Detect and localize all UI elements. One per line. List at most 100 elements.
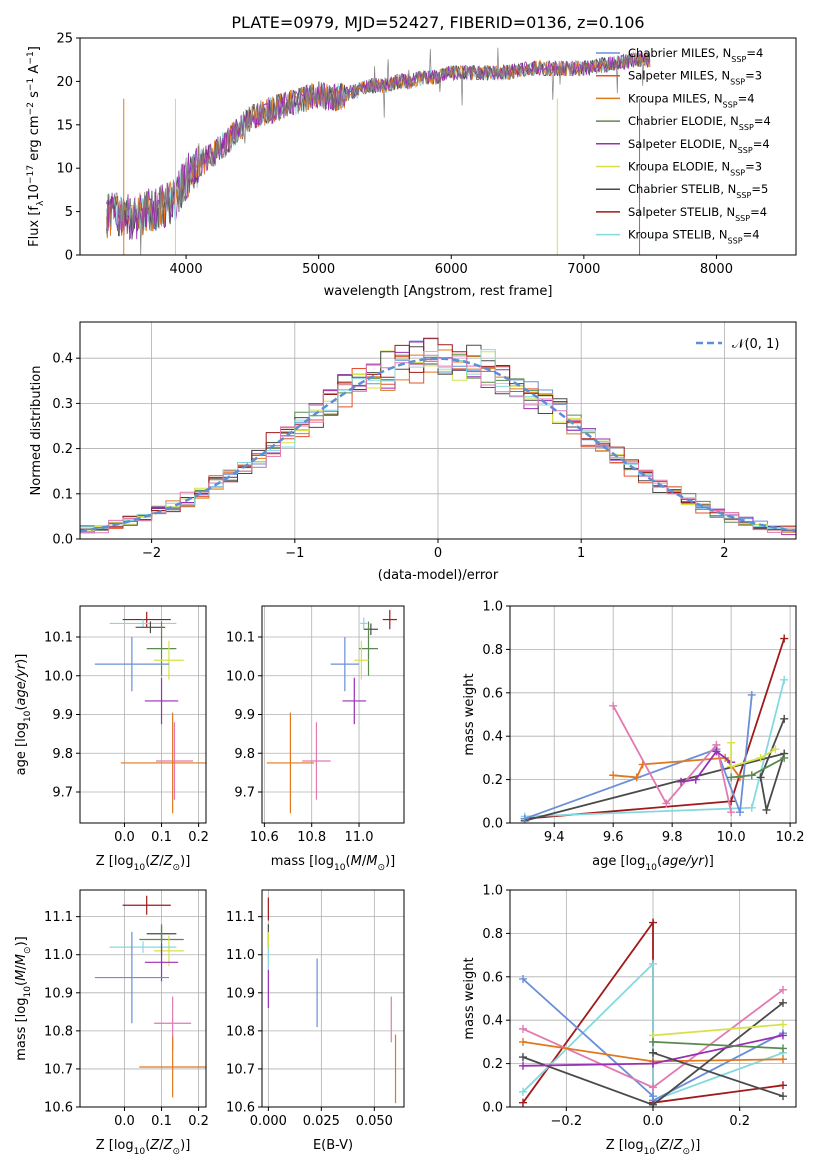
- x-tick-label: 0: [434, 546, 442, 561]
- weight-marker: [649, 1037, 657, 1046]
- x-tick-label: 1: [577, 546, 585, 561]
- x-tick-label: 9.4: [544, 830, 565, 845]
- errorbar-point: [330, 637, 360, 692]
- plot-area: [520, 634, 789, 823]
- weight-marker: [780, 634, 789, 643]
- errorbar-point: [354, 640, 369, 680]
- y-tick-label: 15: [56, 118, 73, 133]
- y-tick-label: 0.8: [482, 643, 503, 658]
- weight-marker: [762, 805, 771, 814]
- errorbar-point: [139, 1036, 206, 1098]
- weight-marker: [519, 1098, 527, 1107]
- weight-marker: [519, 974, 527, 983]
- x-tick-label: 11.0: [345, 830, 374, 845]
- errorbar-point: [363, 623, 378, 636]
- spectrum-line: [106, 47, 651, 255]
- x-tick-label: 0.000: [250, 1114, 287, 1129]
- weight-marker: [779, 1055, 787, 1064]
- x-axis-label: Z [log10(Z/Z⊙)]: [96, 1138, 191, 1157]
- y-tick-label: 10: [56, 162, 73, 177]
- weight-marker: [756, 753, 765, 762]
- legend-entry: Kroupa ELODIE, NSSP=3: [628, 160, 762, 178]
- x-tick-label: 0.2: [188, 830, 209, 845]
- y-axis-label: mass weight: [462, 673, 477, 755]
- weight-marker: [519, 1061, 527, 1070]
- weight-marker: [691, 775, 700, 784]
- x-tick-label: −1: [285, 546, 304, 561]
- legend-entry: Kroupa MILES, NSSP=4: [628, 91, 755, 109]
- x-tick-label: 4000: [170, 262, 203, 277]
- y-tick-label: 10.0: [44, 669, 73, 684]
- weight-marker: [747, 803, 756, 812]
- weight-marker: [779, 1020, 787, 1029]
- x-tick-label: 2: [720, 546, 728, 561]
- plot-area: [94, 895, 206, 1098]
- x-tick-label: −0.2: [551, 1114, 583, 1129]
- y-tick-label: 11.0: [226, 948, 255, 963]
- weight-marker: [779, 985, 787, 994]
- axes-frame: [79, 37, 797, 256]
- y-tick-label: 9.7: [234, 786, 255, 801]
- y-tick-label: 10.1: [44, 631, 73, 646]
- y-tick-label: 0.0: [482, 1101, 503, 1116]
- grid: [262, 606, 404, 823]
- weight-marker: [677, 777, 686, 786]
- weight-marker: [649, 1059, 657, 1068]
- y-tick-label: 5: [65, 205, 73, 220]
- weight-marker: [649, 1083, 657, 1092]
- errorbar-point: [109, 619, 177, 628]
- x-tick-label: 6000: [435, 262, 468, 277]
- y-tick-label: 0.1: [52, 487, 73, 502]
- errorbar-point: [382, 609, 397, 630]
- y-tick-label: 0.6: [482, 970, 503, 985]
- weight-marker: [727, 808, 736, 817]
- plot-area: [267, 897, 397, 1104]
- weight-marker: [756, 773, 765, 782]
- y-tick-label: 0.8: [482, 927, 503, 942]
- weight-marker: [779, 1092, 787, 1101]
- y-tick-label: 9.9: [234, 708, 255, 723]
- age-vs-Z-panel: 0.0 0.1 0.2 9.7 9.8 9.9 10.0 10.1 Z [log10(Z/Z⊙)…: [14, 605, 209, 873]
- weight-marker: [520, 814, 529, 823]
- weight-marker: [780, 675, 789, 684]
- x-tick-label: 8000: [700, 262, 733, 277]
- y-tick-label: 10.9: [226, 986, 255, 1001]
- x-tick-label: 7000: [567, 262, 600, 277]
- weight-marker: [649, 918, 657, 927]
- plot-area: [266, 609, 397, 814]
- spectrum-panel: 4000 5000 6000 7000 8000 0 5 10 15 20 25 Chabrier M…: [26, 32, 797, 299]
- x-tick-label: 9.6: [603, 830, 624, 845]
- y-tick-label: 0.2: [482, 1057, 503, 1072]
- weight-line: [652, 1041, 784, 1050]
- grid: [80, 890, 206, 1108]
- y-tick-label: 10.7: [226, 1062, 255, 1077]
- weight-line: [524, 638, 786, 820]
- errorbar-point: [155, 722, 194, 800]
- weight-line: [680, 750, 732, 783]
- y-tick-label: 10.6: [226, 1101, 255, 1116]
- legend-entry: 𝒩(0, 1): [732, 337, 779, 352]
- y-tick-label: 0.4: [482, 1014, 503, 1029]
- weight-line: [612, 705, 732, 813]
- x-tick-label: 0.1: [151, 830, 172, 845]
- weight-marker: [519, 1037, 527, 1046]
- y-tick-label: 0.0: [52, 533, 73, 548]
- y-tick-label: 0.0: [482, 817, 503, 832]
- plot-area: [94, 611, 206, 814]
- y-tick-label: 9.7: [52, 786, 73, 801]
- errorbar-point: [135, 621, 166, 634]
- x-tick-label: 0.025: [303, 1114, 340, 1129]
- weight-line: [730, 742, 776, 768]
- errorbar-point: [360, 617, 368, 630]
- y-tick-label: 10.0: [226, 669, 255, 684]
- y-tick-label: 0.4: [52, 352, 73, 367]
- legend-entry: Salpeter ELODIE, NSSP=4: [628, 137, 770, 155]
- weight-marker: [779, 1031, 787, 1040]
- weight-line: [524, 694, 753, 820]
- figure-title: PLATE=0979, MJD=52427, FIBERID=0136, z=0…: [231, 13, 644, 32]
- weight-vs-Z-panel: −0.2 0.0 0.2 0.0 0.2 0.4 0.6 0.8 1.0 Z [log10(Z/Z…: [462, 884, 797, 1157]
- axes-frame: [79, 889, 207, 1108]
- x-tick-label: 0.2: [188, 1114, 209, 1129]
- plot-area: [106, 47, 651, 255]
- weight-marker: [662, 799, 671, 808]
